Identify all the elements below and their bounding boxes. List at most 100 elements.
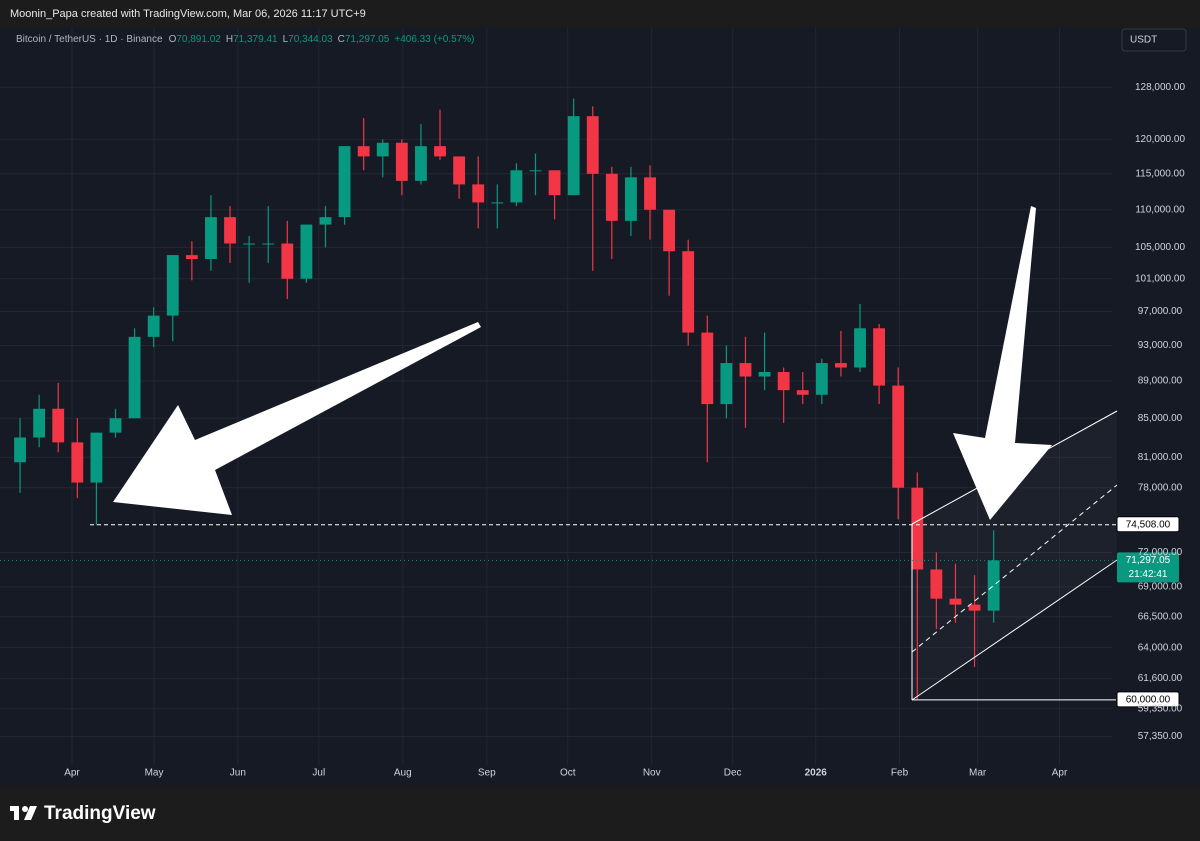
ohlc-value: 71,297.05 xyxy=(345,34,390,45)
candle-body xyxy=(854,328,866,368)
candle-body xyxy=(128,336,141,419)
x-tick-label: Jun xyxy=(230,768,246,779)
currency[interactable]: USDT xyxy=(1130,35,1157,46)
candle-body xyxy=(376,142,389,157)
candle-body xyxy=(300,224,313,279)
candle-body xyxy=(586,116,599,174)
candle-body xyxy=(987,560,1000,611)
x-tick-label: Feb xyxy=(891,768,909,779)
y-tick-label: 85,000.00 xyxy=(1138,413,1183,424)
ohlc-key: H xyxy=(226,34,233,45)
candle-body xyxy=(815,363,828,395)
ohlc-key: O xyxy=(169,34,177,45)
bottom-bar xyxy=(0,785,1200,841)
candle-body xyxy=(720,363,733,405)
ohlc: O70,891.02 H71,379.41 L70,344.03 C71,297.05 xyxy=(169,34,390,45)
y-tick-label: 105,000.00 xyxy=(1135,242,1185,253)
candle-body xyxy=(567,116,580,196)
x-tick-label: 2026 xyxy=(805,768,828,779)
candle-body xyxy=(892,385,905,488)
candle-body xyxy=(625,177,637,221)
candle-body xyxy=(319,217,332,225)
y-tick-label: 64,000.00 xyxy=(1138,642,1183,653)
logo-text: TradingView xyxy=(44,803,156,824)
x-tick-label: Aug xyxy=(394,768,412,779)
candle-body xyxy=(949,598,962,605)
channel-lower xyxy=(911,559,1118,701)
channel-mid xyxy=(911,484,1118,653)
y-tick-label: 57,350.00 xyxy=(1138,731,1183,742)
y-tick-label: 120,000.00 xyxy=(1135,134,1185,145)
y-tick-label: 66,500.00 xyxy=(1138,611,1183,622)
arrow xyxy=(113,322,481,515)
x-tick-label: May xyxy=(145,768,164,779)
candle-body xyxy=(52,408,65,443)
candle-body xyxy=(548,170,561,196)
symbol: Bitcoin / TetherUS · 1D · Binance xyxy=(16,34,163,45)
price-label-box xyxy=(1116,691,1180,708)
y-tick-label: 110,000.00 xyxy=(1135,204,1185,215)
ohlc-key: L xyxy=(283,34,289,45)
ohlc-value: 71,379.41 xyxy=(233,34,278,45)
candle-body xyxy=(205,217,217,259)
price-label: 74,508.00 xyxy=(1126,519,1171,530)
candle-body xyxy=(185,255,198,259)
candle-body xyxy=(166,255,179,316)
candle-body xyxy=(605,173,618,221)
candle-body xyxy=(663,209,676,252)
candle-body xyxy=(796,390,809,395)
y-tick-label: 115,000.00 xyxy=(1135,168,1185,179)
arrow xyxy=(953,206,1052,520)
candle-body xyxy=(701,332,714,405)
x-tick-label: Nov xyxy=(643,768,661,779)
price-label-box xyxy=(1117,552,1179,583)
candle-body xyxy=(14,437,26,463)
y-tick-label: 97,000.00 xyxy=(1138,306,1183,317)
y-tick-label: 72,000.00 xyxy=(1138,547,1183,558)
candle-body xyxy=(873,328,886,386)
candle-body xyxy=(682,251,695,333)
currency-button[interactable] xyxy=(1121,28,1187,52)
logo-mark xyxy=(22,806,28,812)
price-label: 71,297.05 xyxy=(1126,555,1171,566)
x-tick-label: Dec xyxy=(724,768,742,779)
candle-body xyxy=(224,217,236,244)
candle-body xyxy=(415,146,427,181)
y-tick-label: 93,000.00 xyxy=(1138,340,1183,351)
candle-body xyxy=(472,184,485,203)
candle-body xyxy=(262,243,275,245)
y-tick-label: 81,000.00 xyxy=(1138,452,1183,463)
logo-mark xyxy=(24,806,37,820)
price-label-box xyxy=(1116,516,1180,533)
candle-body xyxy=(491,202,504,204)
chart-area xyxy=(0,28,1200,785)
y-tick-label: 78,000.00 xyxy=(1138,482,1183,493)
candle-body xyxy=(395,142,408,181)
y-tick-label: 59,350.00 xyxy=(1138,703,1183,714)
candle-body xyxy=(968,604,981,611)
candle-body xyxy=(777,372,790,391)
x-tick-label: Apr xyxy=(64,768,80,779)
candle-body xyxy=(911,487,924,570)
credit: Moonin_Papa created with TradingView.com… xyxy=(10,8,366,20)
countdown: 21:42:41 xyxy=(1129,569,1168,580)
legend-line: Bitcoin / TetherUS · 1D · Binance O70,891… xyxy=(16,34,474,45)
change: +406.33 (+0.57%) xyxy=(394,34,474,45)
y-tick-label: 61,600.00 xyxy=(1138,673,1183,684)
x-tick-label: Oct xyxy=(560,768,576,779)
price-markers: 71,297.05 21:42:41 74,508.00 60,000.00 xyxy=(0,516,1180,708)
y-tick-label: 128,000.00 xyxy=(1135,82,1185,93)
candle-body xyxy=(338,146,351,218)
candle-body xyxy=(33,408,46,438)
x-tick-label: Sep xyxy=(478,768,496,779)
ohlc-value: 70,344.03 xyxy=(288,34,333,45)
candle-body xyxy=(739,363,752,377)
x-tick-label: Jul xyxy=(312,768,325,779)
candle-body xyxy=(453,156,466,185)
candle-body xyxy=(243,243,256,245)
grid xyxy=(0,28,1112,765)
y-tick-label: 101,000.00 xyxy=(1135,273,1185,284)
candle-body xyxy=(147,315,160,337)
